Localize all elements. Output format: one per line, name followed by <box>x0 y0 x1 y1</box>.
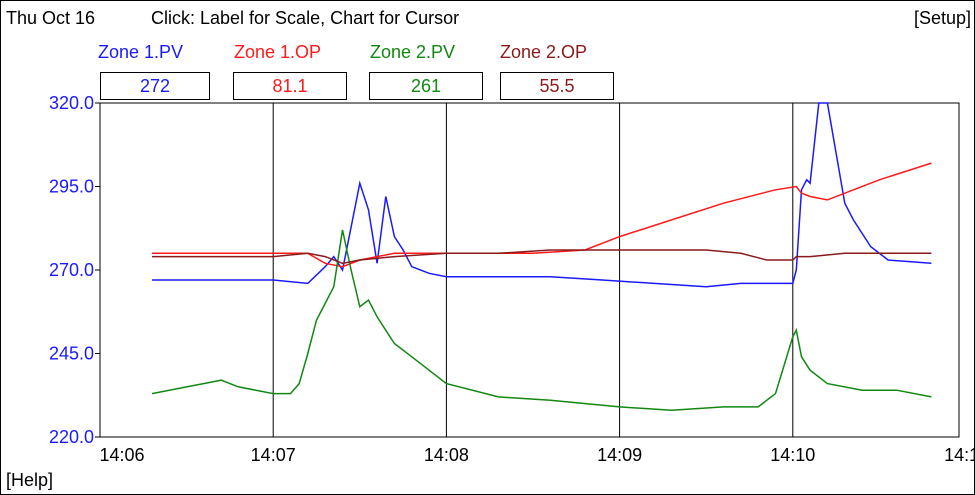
series-lines <box>151 102 932 412</box>
x-axis: 14:06 14:07 14:08 14:09 14:10 14:11 <box>99 445 975 465</box>
tag-label-zone2-pv[interactable]: Zone 2.PV <box>370 42 456 62</box>
y-tick-label[interactable]: 245.0 <box>49 344 94 364</box>
tag-label-zone2-op[interactable]: Zone 2.OP <box>500 42 588 62</box>
y-tick-label[interactable]: 220.0 <box>49 427 94 447</box>
series-line-zone-1-op <box>152 162 932 268</box>
setup-link[interactable]: [Setup] <box>913 8 971 28</box>
x-tick-label: 14:08 <box>424 445 469 465</box>
y-tick-label[interactable]: 295.0 <box>49 177 94 197</box>
y-tick-label[interactable]: 320.0 <box>49 93 94 113</box>
date-label: Thu Oct 16 <box>6 8 96 28</box>
series-line-zone-2-op <box>152 249 932 265</box>
tag-label-zone1-pv[interactable]: Zone 1.PV <box>98 42 184 62</box>
y-tick-label[interactable]: 270.0 <box>49 260 94 280</box>
grid-lines <box>272 103 794 437</box>
value-box-zone1-op: 81.1 <box>233 72 347 100</box>
x-tick-label: 14:06 <box>99 445 144 465</box>
x-tick-label: 14:10 <box>770 445 815 465</box>
value-box-zone2-pv: 261 <box>369 72 483 100</box>
x-tick-label: 14:11 <box>944 445 975 465</box>
plot-area[interactable] <box>99 102 960 438</box>
series-line-zone-2-pv <box>151 229 932 412</box>
tag-label-zone1-op[interactable]: Zone 1.OP <box>234 42 322 62</box>
x-tick-label: 14:09 <box>597 445 642 465</box>
value-box-zone1-pv: 272 <box>100 72 210 100</box>
x-tick-label: 14:07 <box>251 445 296 465</box>
series-line-zone-1-pv <box>152 102 932 288</box>
y-axis: 320.0 295.0 270.0 245.0 220.0 <box>49 93 100 447</box>
help-link[interactable]: [Help] <box>6 470 54 490</box>
instruction-text: Click: Label for Scale, Chart for Cursor <box>151 8 460 28</box>
value-box-zone2-op: 55.5 <box>500 72 614 100</box>
